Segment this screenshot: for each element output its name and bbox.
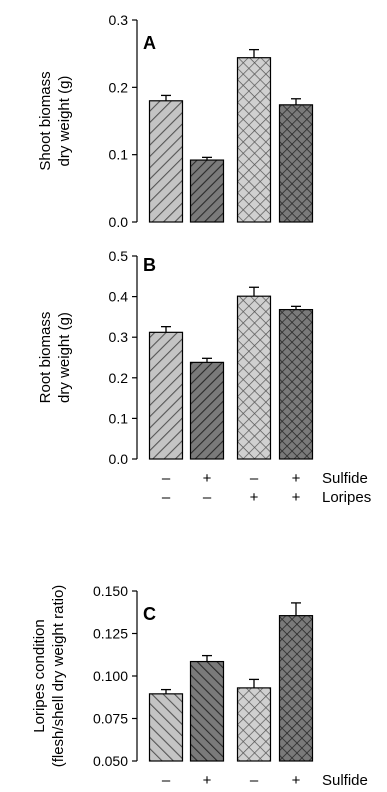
bar — [189, 159, 225, 223]
bar — [189, 361, 225, 460]
y-tick-label: 0.4 — [109, 289, 129, 305]
y-tick-label: 0.3 — [109, 329, 129, 345]
factor-name: Sulfide — [322, 470, 368, 487]
y-axis-title: Loripes condition — [31, 619, 48, 732]
factor-level: + — [292, 772, 301, 789]
bar — [148, 693, 184, 762]
panel-label: C — [143, 604, 156, 624]
y-axis-title: (flesh/shell dry weight ratio) — [50, 585, 67, 768]
panel-a: 0.0 0.1 0.2 0.3 Shoot biomass dry weight (g) A — [37, 12, 314, 230]
bar — [236, 57, 272, 223]
panel-label: A — [143, 33, 156, 53]
y-tick-label: 0.050 — [93, 753, 128, 769]
y-tick-label: 0.0 — [109, 451, 129, 467]
panel-c: 0.050 0.075 0.100 0.125 0.150 Loripes conditi… — [31, 583, 374, 792]
factor-level: + — [203, 470, 212, 487]
bar — [278, 104, 314, 223]
bar — [278, 615, 314, 762]
factor-name: Loripes — [322, 489, 371, 506]
y-tick-label: 0.1 — [109, 410, 129, 426]
y-axis-title: dry weight (g) — [56, 76, 73, 167]
y-axis-title: Shoot biomass — [37, 71, 54, 170]
panel-label: B — [143, 255, 156, 275]
factor-level: – — [162, 772, 171, 789]
bar — [278, 308, 314, 460]
factor-level: – — [250, 470, 259, 487]
y-axis-title: dry weight (g) — [56, 312, 73, 403]
bar — [148, 331, 184, 460]
y-axis-title: Root biomass — [37, 312, 54, 404]
factor-level: + — [292, 470, 301, 487]
y-tick-label: 0.5 — [109, 248, 129, 264]
y-tick-label: 0.2 — [109, 79, 129, 95]
panel-b: 0.0 0.1 0.2 0.3 0.4 0.5 Root biomass dry weight… — [37, 248, 371, 506]
factor-name: Sulfide — [322, 772, 368, 789]
y-tick-label: 0.3 — [109, 12, 129, 28]
factor-level: – — [162, 489, 171, 506]
y-tick-label: 0.0 — [109, 214, 129, 230]
factor-level: – — [250, 772, 259, 789]
y-tick-label: 0.2 — [109, 370, 129, 386]
bar — [236, 687, 272, 762]
bar — [236, 295, 272, 460]
y-tick-label: 0.075 — [93, 711, 128, 727]
factor-level: + — [292, 489, 301, 506]
bar — [189, 660, 225, 762]
factor-level: + — [203, 772, 212, 789]
factor-level: – — [162, 470, 171, 487]
y-tick-label: 0.100 — [93, 668, 128, 684]
y-tick-label: 0.1 — [109, 147, 129, 163]
factor-level: + — [250, 489, 259, 506]
y-tick-label: 0.125 — [93, 626, 128, 642]
bar — [148, 100, 184, 223]
factor-level: – — [203, 489, 212, 506]
y-tick-label: 0.150 — [93, 583, 128, 599]
